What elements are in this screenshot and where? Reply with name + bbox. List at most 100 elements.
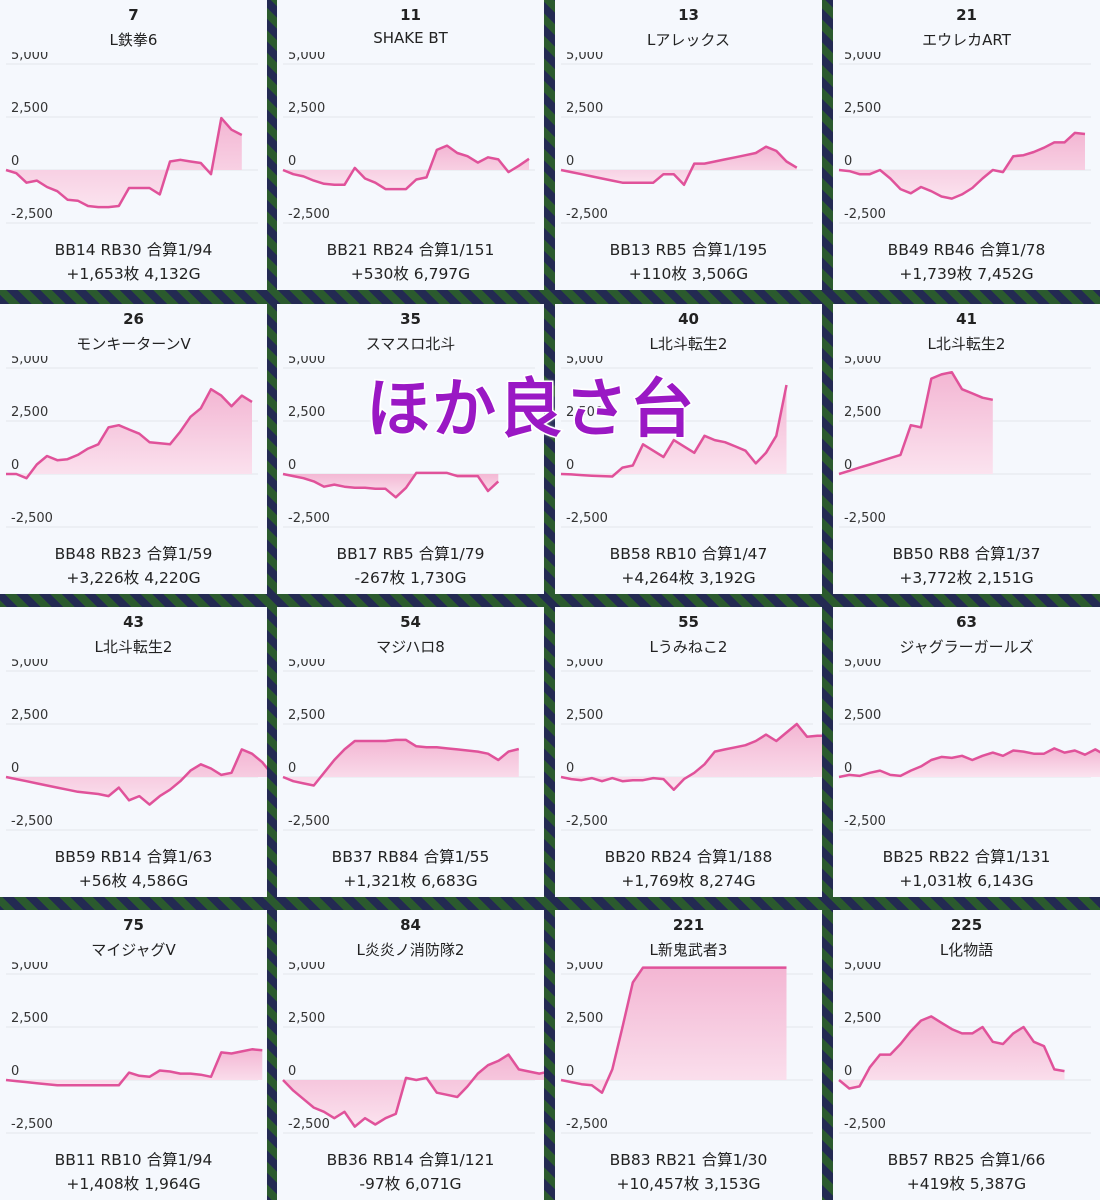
payout-stats: +3,772枚 2,151G bbox=[899, 569, 1034, 587]
y-tick-label: 0 bbox=[566, 458, 574, 473]
y-tick-label: 5,000 bbox=[11, 962, 48, 973]
y-tick-label: 2,500 bbox=[288, 708, 325, 723]
y-tick-label: 2,500 bbox=[844, 405, 881, 420]
y-tick-label: -2,500 bbox=[844, 511, 886, 526]
area-fill bbox=[561, 146, 797, 185]
series-line bbox=[838, 1015, 1065, 1090]
series-line bbox=[560, 966, 787, 1094]
payout-stats: +56枚 4,586G bbox=[78, 872, 189, 890]
area-chart: 5,000 2,500 0 -2,500 bbox=[838, 52, 1091, 224]
machine-name: L北斗転生2 bbox=[649, 335, 728, 353]
machine-number: 40 bbox=[678, 310, 699, 328]
bonus-stats: BB50 RB8 合算1/37 bbox=[892, 545, 1041, 563]
bonus-stats: BB58 RB10 合算1/47 bbox=[609, 545, 768, 563]
machine-number: 21 bbox=[956, 6, 977, 24]
area-chart: 5,000 2,500 0 -2,500 bbox=[560, 52, 813, 224]
area-chart: 5,000 2,500 0 -2,500 bbox=[838, 659, 1100, 831]
machine-name: マイジャグV bbox=[91, 941, 176, 959]
machine-name: エウレカART bbox=[922, 31, 1011, 49]
bonus-stats: BB37 RB84 合算1/55 bbox=[331, 848, 490, 866]
y-tick-label: -2,500 bbox=[566, 814, 608, 829]
y-tick-label: 5,000 bbox=[11, 659, 48, 670]
chart-card: 84 L炎炎ノ消防隊2 5,000 2,500 0 -2,500 BB36 RB14 合算1… bbox=[277, 910, 544, 1200]
y-tick-label: -2,500 bbox=[566, 207, 608, 222]
y-tick-label: 5,000 bbox=[844, 962, 881, 973]
chart-card: 43 L北斗転生2 5,000 2,500 0 -2,500 BB59 RB14 合算1/6… bbox=[0, 607, 267, 897]
chart-card: 7 L鉄拳6 5,000 2,500 0 -2,500 BB14 RB30 合算1/94 +1… bbox=[0, 0, 267, 290]
y-tick-label: 2,500 bbox=[11, 405, 48, 420]
y-tick-label: -2,500 bbox=[11, 511, 53, 526]
payout-stats: +1,739枚 7,452G bbox=[899, 265, 1034, 283]
y-tick-label: 5,000 bbox=[844, 356, 881, 367]
machine-name: スマスロ北斗 bbox=[365, 335, 456, 353]
y-tick-label: 2,500 bbox=[11, 1011, 48, 1026]
area-fill bbox=[839, 372, 993, 474]
y-tick-label: 5,000 bbox=[566, 52, 603, 63]
y-tick-label: 5,000 bbox=[566, 356, 603, 367]
payout-stats: +3,226枚 4,220G bbox=[66, 569, 201, 587]
y-tick-label: 2,500 bbox=[11, 101, 48, 116]
y-tick-label: 0 bbox=[11, 761, 19, 776]
machine-number: 221 bbox=[672, 916, 705, 934]
payout-stats: -267枚 1,730G bbox=[354, 569, 467, 587]
chart-card: 55 Lうみねこ2 5,000 2,500 0 -2,500 BB20 RB24 合算1/1… bbox=[555, 607, 822, 897]
y-tick-label: 5,000 bbox=[11, 356, 48, 367]
payout-stats: -97枚 6,071G bbox=[359, 1175, 462, 1193]
machine-name: L炎炎ノ消防隊2 bbox=[356, 941, 465, 959]
machine-number: 54 bbox=[400, 613, 421, 631]
series-line bbox=[282, 1053, 544, 1128]
y-tick-label: 0 bbox=[844, 458, 852, 473]
y-tick-label: 5,000 bbox=[566, 659, 603, 670]
y-tick-label: -2,500 bbox=[844, 207, 886, 222]
y-tick-label: 2,500 bbox=[288, 1011, 325, 1026]
area-chart: 5,000 2,500 0 -2,500 bbox=[5, 52, 258, 224]
y-tick-label: 2,500 bbox=[288, 405, 325, 420]
area-chart: 5,000 2,500 0 -2,500 bbox=[560, 659, 822, 831]
machine-name: L北斗転生2 bbox=[927, 335, 1006, 353]
series-line bbox=[282, 471, 500, 499]
machine-name: Lうみねこ2 bbox=[649, 638, 728, 656]
y-tick-label: 5,000 bbox=[288, 52, 325, 63]
machine-number: 13 bbox=[678, 6, 699, 24]
series-line bbox=[6, 387, 253, 480]
area-fill bbox=[839, 132, 1085, 199]
area-chart: 5,000 2,500 0 -2,500 bbox=[6, 356, 258, 528]
bonus-stats: BB36 RB14 合算1/121 bbox=[326, 1151, 495, 1169]
y-tick-label: 0 bbox=[288, 1064, 296, 1079]
area-fill bbox=[839, 748, 1100, 777]
machine-number: 35 bbox=[400, 310, 421, 328]
y-tick-label: 0 bbox=[288, 761, 296, 776]
area-chart: 5,000 2,500 0 -2,500 bbox=[560, 356, 813, 528]
y-tick-label: -2,500 bbox=[288, 511, 330, 526]
machine-name: L北斗転生2 bbox=[94, 638, 173, 656]
y-tick-label: 2,500 bbox=[566, 1011, 603, 1026]
y-tick-label: 0 bbox=[844, 761, 852, 776]
y-tick-label: 0 bbox=[11, 154, 19, 169]
chart-card: 26 モンキーターンV 5,000 2,500 0 -2,500 BB48 RB23 合算1… bbox=[0, 304, 267, 594]
y-tick-label: 0 bbox=[11, 1064, 19, 1079]
chart-card: 35 スマスロ北斗 5,000 2,500 0 -2,500 BB17 RB5 合算1/79… bbox=[277, 304, 544, 594]
machine-name: L鉄拳6 bbox=[109, 31, 158, 49]
area-chart: 5,000 2,500 0 -2,500 bbox=[282, 659, 535, 831]
area-fill bbox=[561, 385, 787, 477]
series-line bbox=[282, 738, 520, 787]
payout-stats: +1,769枚 8,274G bbox=[621, 872, 756, 890]
payout-stats: +1,031枚 6,143G bbox=[899, 872, 1034, 890]
machine-number: 75 bbox=[123, 916, 144, 934]
y-tick-label: 5,000 bbox=[566, 962, 603, 973]
y-tick-label: -2,500 bbox=[11, 207, 53, 222]
y-tick-label: 0 bbox=[11, 458, 19, 473]
chart-card: 40 L北斗転生2 5,000 2,500 0 -2,500 BB58 RB10 合算1/4… bbox=[555, 304, 822, 594]
area-chart: 5,000 2,500 0 -2,500 bbox=[838, 962, 1091, 1134]
chart-card: 41 L北斗転生2 5,000 2,500 0 -2,500 BB50 RB8 合算1/37… bbox=[833, 304, 1100, 594]
series-line bbox=[838, 747, 1100, 779]
payout-stats: +1,321枚 6,683G bbox=[343, 872, 478, 890]
machine-name: SHAKE BT bbox=[373, 29, 448, 47]
bonus-stats: BB49 RB46 合算1/78 bbox=[887, 241, 1046, 259]
y-tick-label: 0 bbox=[844, 154, 852, 169]
y-tick-label: 5,000 bbox=[844, 659, 881, 670]
machine-number: 26 bbox=[123, 310, 144, 328]
machine-number: 55 bbox=[678, 613, 699, 631]
series-line bbox=[560, 145, 798, 187]
area-chart: 5,000 2,500 0 -2,500 bbox=[560, 962, 813, 1134]
